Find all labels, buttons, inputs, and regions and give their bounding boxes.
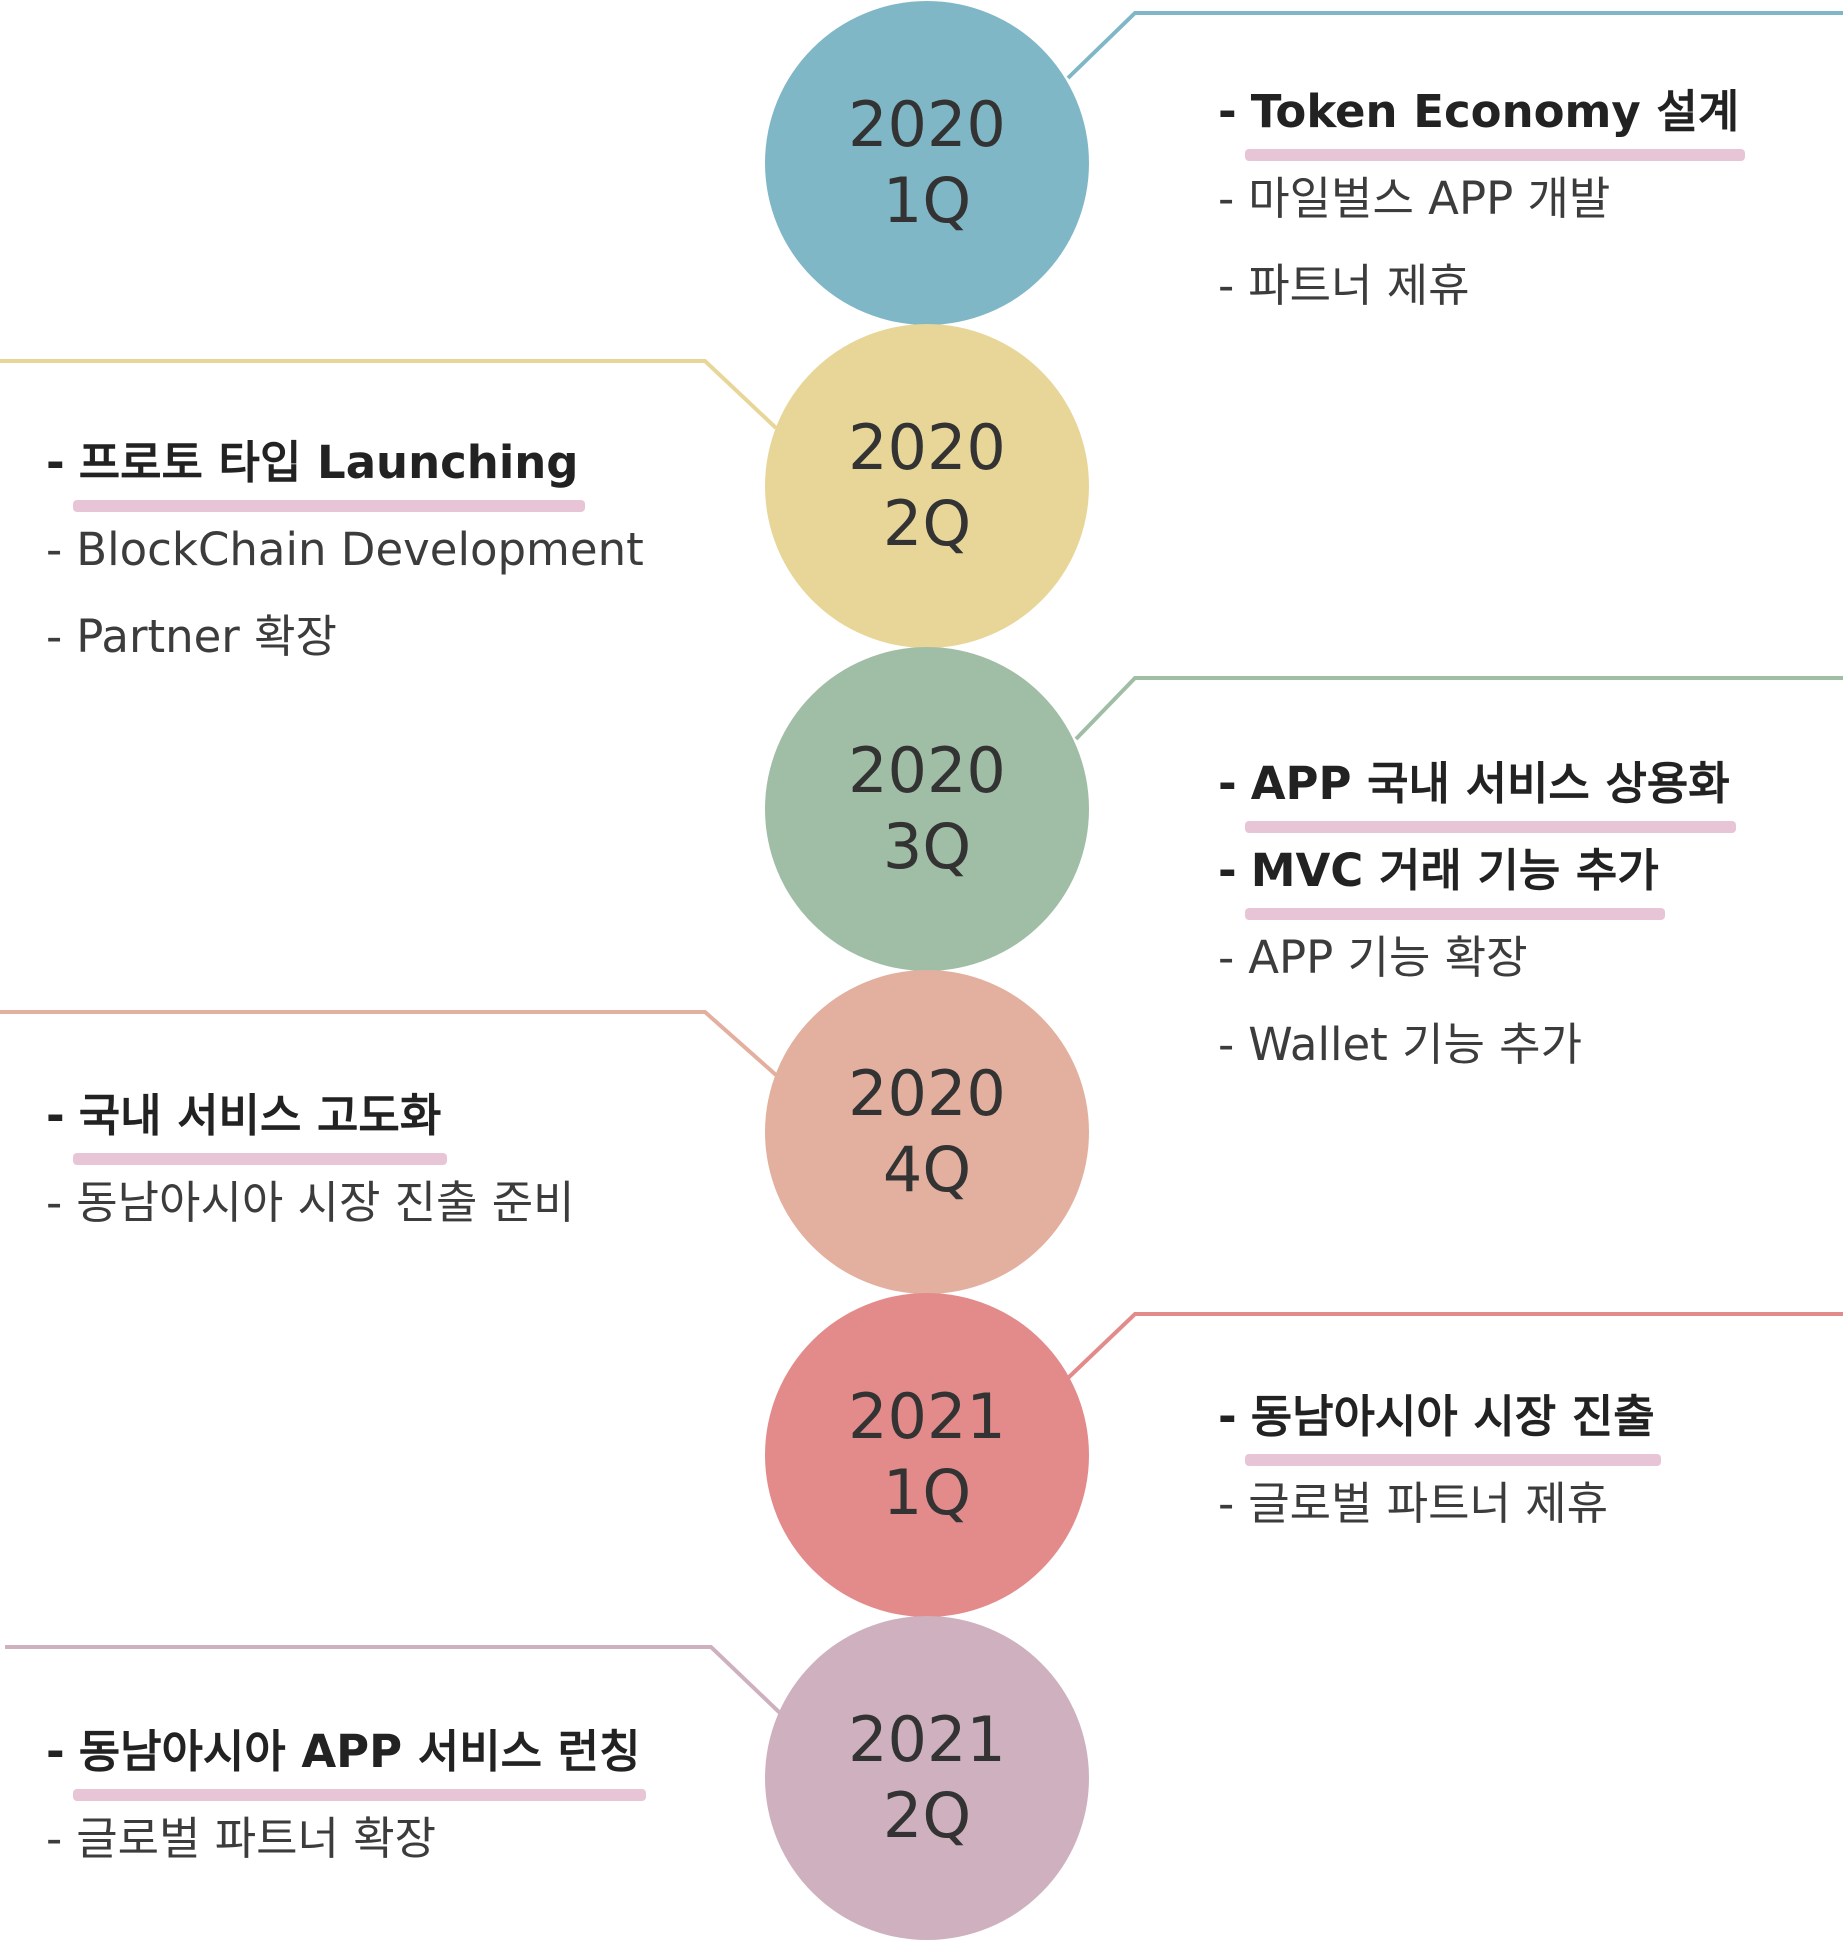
milestone-items-2021-1q: - 동남아시아 시장 진출 - 글로벌 파트너 제휴 xyxy=(1218,1373,1661,1547)
milestone-quarter: 4Q xyxy=(882,1133,972,1206)
milestone-items-2020-1q: - Token Economy 설계 - 마일벌스 APP 개발 - 파트너 제휴 xyxy=(1218,68,1745,329)
milestone-year: 2020 xyxy=(848,734,1006,807)
connector-line xyxy=(1066,1312,1843,1380)
milestone-year: 2020 xyxy=(848,1057,1006,1130)
milestone-item: - 동남아시아 시장 진출 준비 xyxy=(46,1176,575,1229)
milestone-circle-2021-1q: 2021 1Q xyxy=(765,1293,1089,1617)
milestone-item: - 국내 서비스 고도화 xyxy=(46,1072,575,1165)
milestone-item: - 글로벌 파트너 확장 xyxy=(46,1812,437,1865)
milestone-items-2020-2q: - 프로토 타입 Launching - BlockChain Developmen… xyxy=(46,419,644,680)
milestone-item: - 글로벌 파트너 제휴 xyxy=(1218,1477,1609,1530)
milestone-items-2021-2q: - 동남아시아 APP 서비스 런칭 - 글로벌 파트너 확장 xyxy=(46,1708,647,1882)
milestone-item: - 마일벌스 APP 개발 xyxy=(1218,172,1611,225)
milestone-quarter: 1Q xyxy=(882,164,972,237)
milestone-quarter: 2Q xyxy=(882,1779,972,1852)
milestone-year: 2020 xyxy=(848,411,1006,484)
milestone-quarter: 2Q xyxy=(882,487,972,560)
milestone-item: - APP 국내 서비스 상용화 xyxy=(1218,740,1736,833)
milestone-item: - MVC 거래 기능 추가 xyxy=(1218,827,1730,920)
milestone-item: - BlockChain Development xyxy=(46,523,644,576)
milestone-circle-2021-2q: 2021 2Q xyxy=(765,1616,1089,1940)
milestone-circle-2020-1q: 2020 1Q xyxy=(765,1,1089,325)
milestone-item: - Token Economy 설계 xyxy=(1218,68,1745,161)
milestone-quarter: 1Q xyxy=(882,1456,972,1529)
milestone-item: - Wallet 기능 추가 xyxy=(1218,1018,1582,1071)
milestone-item: - Partner 확장 xyxy=(46,610,337,663)
milestone-quarter: 3Q xyxy=(882,810,972,883)
connector-line xyxy=(5,1645,782,1715)
milestone-year: 2021 xyxy=(848,1380,1006,1453)
milestone-items-2020-3q: - APP 국내 서비스 상용화 - MVC 거래 기능 추가 - APP 기능 확장… xyxy=(1218,740,1736,1088)
connector-line xyxy=(1066,11,1843,80)
milestone-year: 2021 xyxy=(848,1703,1006,1776)
milestone-circle-2020-3q: 2020 3Q xyxy=(765,647,1089,971)
milestone-item: - 파트너 제휴 xyxy=(1218,259,1470,312)
milestone-item: - 프로토 타입 Launching xyxy=(46,419,644,512)
milestone-circle-2020-4q: 2020 4Q xyxy=(765,970,1089,1294)
milestone-circle-2020-2q: 2020 2Q xyxy=(765,324,1089,648)
milestone-item: - APP 기능 확장 xyxy=(1218,931,1528,984)
milestone-item: - 동남아시아 시장 진출 xyxy=(1218,1373,1661,1466)
connector-line xyxy=(0,359,778,430)
milestone-items-2020-4q: - 국내 서비스 고도화 - 동남아시아 시장 진출 준비 xyxy=(46,1072,575,1246)
milestone-year: 2020 xyxy=(848,88,1006,161)
connector-line xyxy=(1074,676,1843,741)
connector-line xyxy=(0,1010,778,1077)
milestone-item: - 동남아시아 APP 서비스 런칭 xyxy=(46,1708,647,1801)
